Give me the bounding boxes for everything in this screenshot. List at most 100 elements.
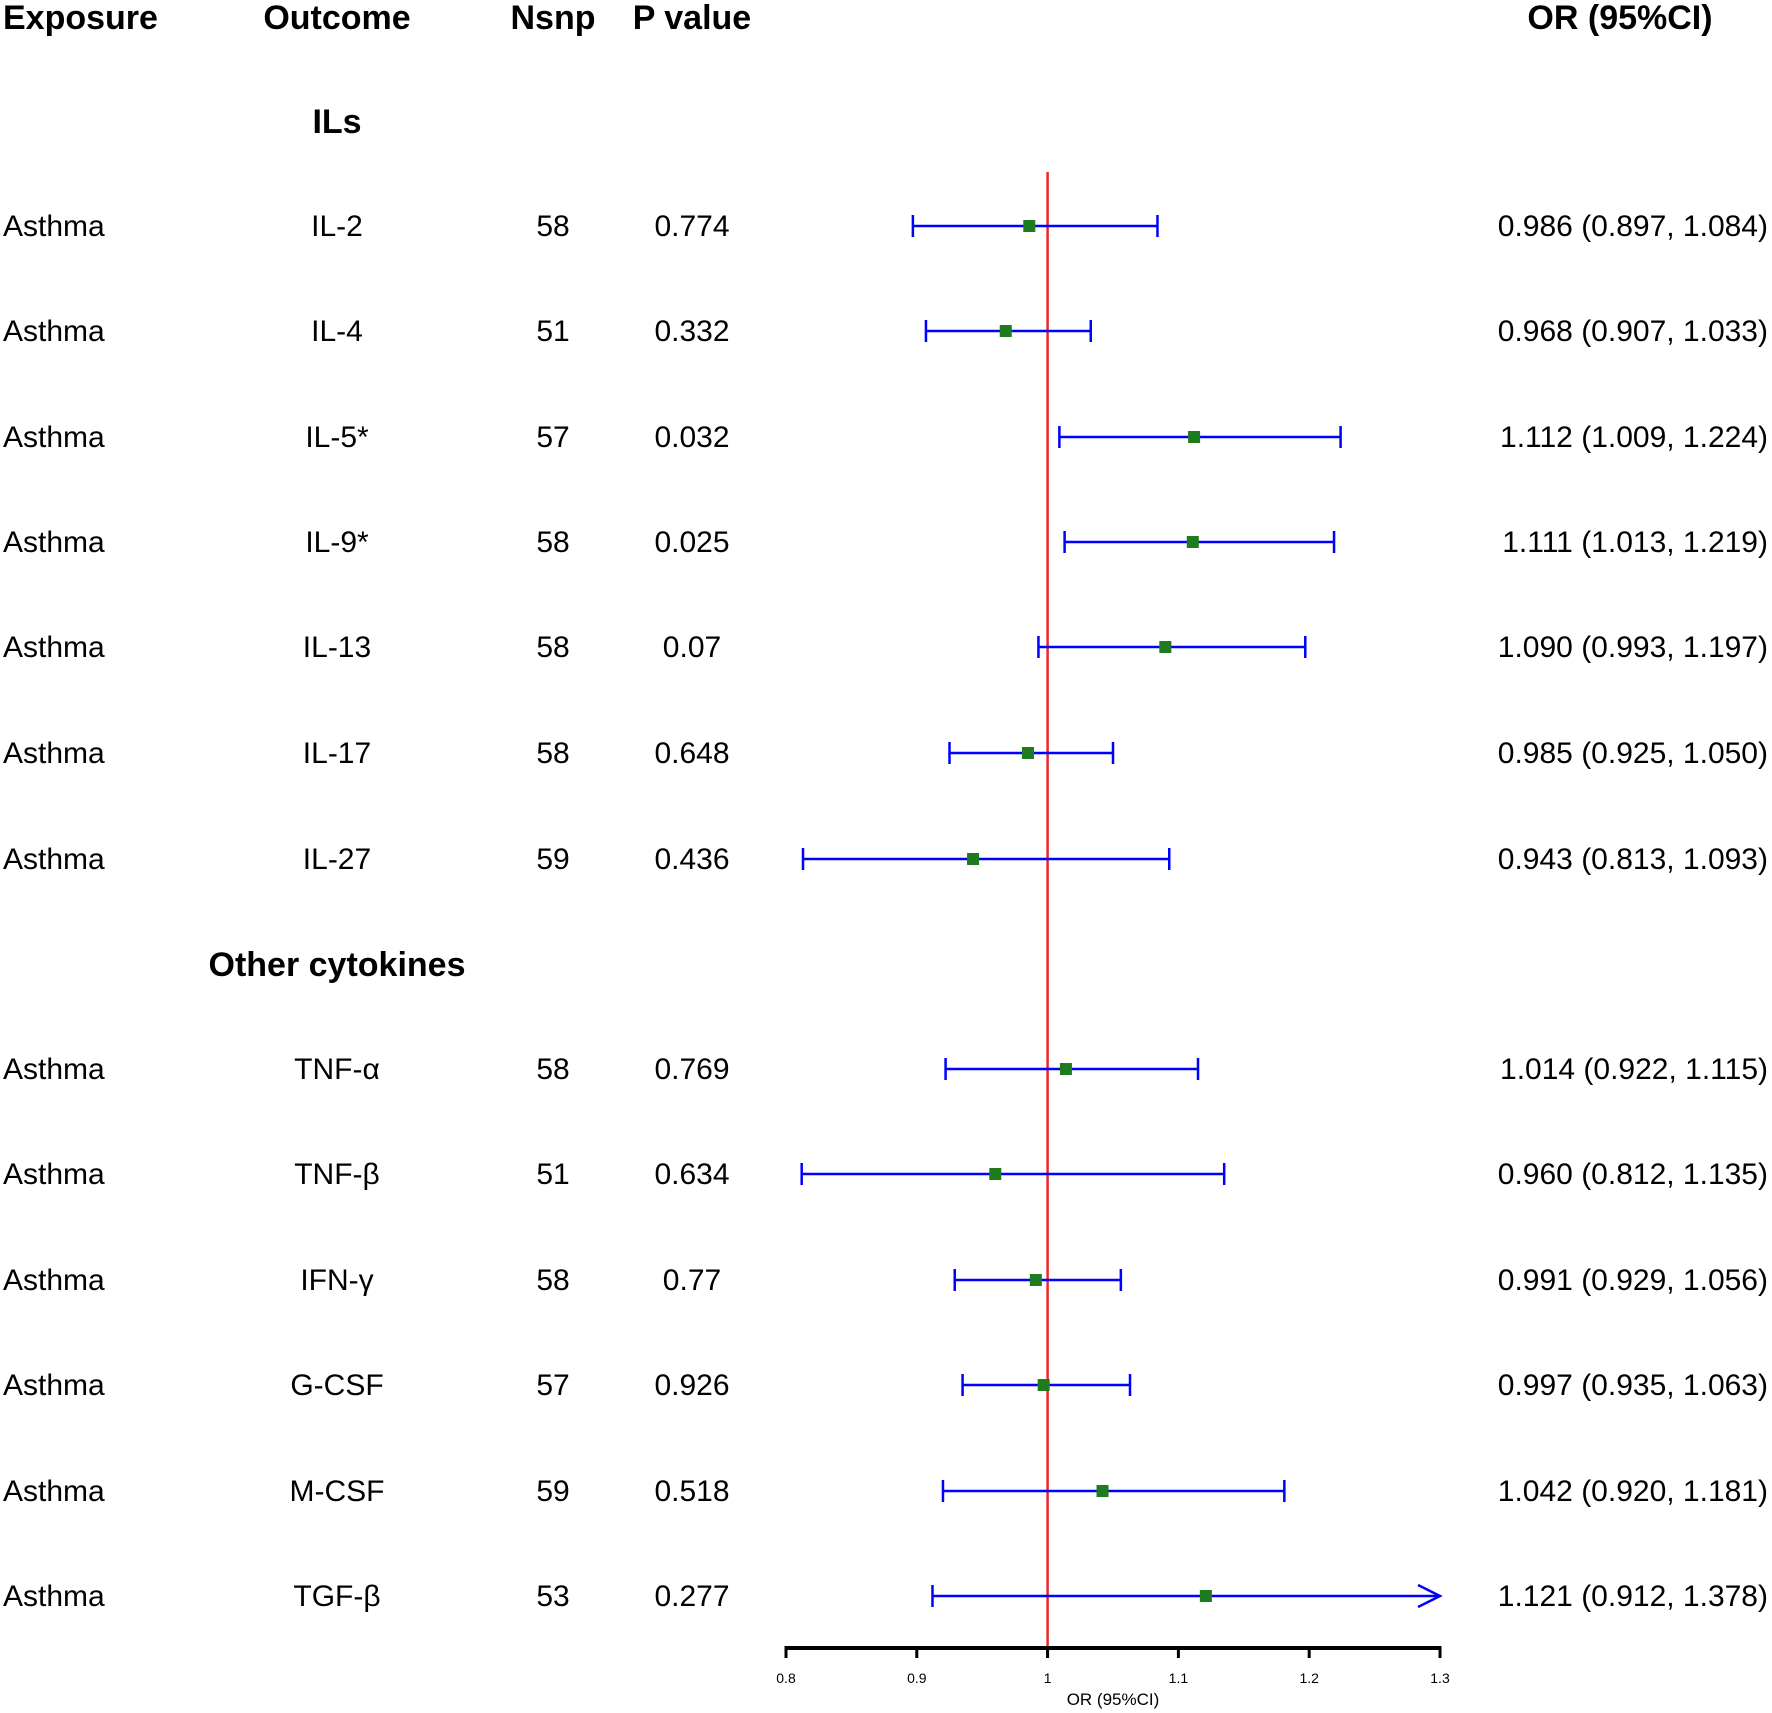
point-estimate [1021,747,1034,759]
pvalue-cell: 0.769 [654,1053,729,1086]
pvalue-cell: 0.277 [654,1580,729,1613]
exposure-cell: Asthma [3,737,105,770]
header-or: OR (95%CI) [1527,0,1712,37]
exposure-cell: Asthma [3,1475,105,1508]
or-ci-cell: 1.111 (1.013, 1.219) [1502,526,1768,559]
or-ci-cell: 0.985 (0.925, 1.050) [1498,737,1768,770]
point-estimate [1096,1485,1109,1497]
table-row: Asthma IFN-γ 58 0.77 0.991 (0.929, 1.056) [3,1264,1768,1297]
nsnp-cell: 59 [536,1475,569,1508]
x-tick-label: 0.8 [776,1670,796,1686]
exposure-cell: Asthma [3,1158,105,1191]
ci-arrow [1417,1583,1443,1609]
table-row: Asthma TNF-β 51 0.634 0.960 (0.812, 1.135) [3,1158,1768,1191]
pvalue-cell: 0.07 [663,631,721,664]
table-row: Asthma IL-17 58 0.648 0.985 (0.925, 1.050) [3,737,1768,770]
exposure-cell: Asthma [3,1053,105,1086]
pvalue-cell: 0.926 [654,1369,729,1402]
table-row: Asthma IL-9* 58 0.025 1.111 (1.013, 1.219) [3,526,1768,559]
x-tick-label: 0.9 [907,1670,927,1686]
x-tick-label: 1.3 [1430,1670,1450,1686]
pvalue-cell: 0.648 [654,737,729,770]
or-ci-cell: 1.014 (0.922, 1.115) [1500,1053,1768,1086]
outcome-cell: IL-27 [303,843,371,876]
nsnp-cell: 51 [536,315,569,348]
pvalue-cell: 0.518 [654,1475,729,1508]
point-estimate [1037,1379,1050,1391]
outcome-cell: IL-4 [311,315,363,348]
point-estimate [967,853,980,865]
table-row: Asthma IL-4 51 0.332 0.968 (0.907, 1.033) [3,315,1768,348]
exposure-cell: Asthma [3,1369,105,1402]
point-estimate [989,1168,1002,1180]
outcome-cell: TGF-β [293,1580,380,1613]
point-estimate [1188,431,1201,443]
nsnp-cell: 51 [536,1158,569,1191]
or-ci-cell: 0.997 (0.935, 1.063) [1498,1369,1768,1402]
or-ci-cell: 1.090 (0.993, 1.197) [1498,631,1768,664]
or-ci-cell: 1.042 (0.920, 1.181) [1498,1475,1768,1508]
nsnp-cell: 58 [536,737,569,770]
pvalue-cell: 0.332 [654,315,729,348]
table-row: Asthma IL-13 58 0.07 1.090 (0.993, 1.197) [3,631,1768,664]
group-label: ILs [312,103,361,141]
outcome-cell: IFN-γ [300,1264,373,1297]
or-ci-cell: 0.991 (0.929, 1.056) [1498,1264,1768,1297]
point-estimate [1199,1590,1212,1602]
x-tick-label: 1 [1044,1670,1052,1686]
pvalue-cell: 0.774 [654,210,729,243]
pvalue-cell: 0.032 [654,421,729,454]
exposure-cell: Asthma [3,1264,105,1297]
header-exposure: Exposure [3,0,158,37]
nsnp-cell: 58 [536,1053,569,1086]
header-outcome: Outcome [263,0,410,37]
outcome-cell: M-CSF [290,1475,385,1508]
pvalue-cell: 0.436 [654,843,729,876]
or-ci-cell: 0.943 (0.813, 1.093) [1498,843,1768,876]
outcome-cell: IL-9* [305,526,369,559]
header-pvalue: P value [633,0,751,37]
outcome-cell: TNF-β [294,1158,380,1191]
exposure-cell: Asthma [3,210,105,243]
pvalue-cell: 0.025 [654,526,729,559]
table-row: Asthma IL-27 59 0.436 0.943 (0.813, 1.093) [3,843,1768,876]
table-row: Asthma IL-2 58 0.774 0.986 (0.897, 1.084) [3,210,1768,243]
x-axis-title: OR (95%CI) [1067,1690,1160,1709]
point-estimate [1029,1274,1042,1286]
point-estimate [999,325,1012,337]
exposure-cell: Asthma [3,843,105,876]
exposure-cell: Asthma [3,421,105,454]
or-ci-cell: 0.968 (0.907, 1.033) [1498,315,1768,348]
or-ci-cell: 0.986 (0.897, 1.084) [1498,210,1768,243]
table-row: Asthma TGF-β 53 0.277 1.121 (0.912, 1.378) [3,1580,1768,1613]
nsnp-cell: 58 [536,1264,569,1297]
point-estimate [1159,641,1172,653]
point-estimate [1186,536,1199,548]
or-ci-cell: 1.112 (1.009, 1.224) [1500,421,1768,454]
table-row: Asthma M-CSF 59 0.518 1.042 (0.920, 1.181) [3,1475,1768,1508]
pvalue-cell: 0.77 [663,1264,721,1297]
exposure-cell: Asthma [3,315,105,348]
or-ci-cell: 0.960 (0.812, 1.135) [1498,1158,1768,1191]
outcome-cell: IL-2 [311,210,363,243]
point-estimate [1023,220,1036,232]
nsnp-cell: 59 [536,843,569,876]
nsnp-cell: 57 [536,421,569,454]
outcome-cell: IL-5* [305,421,369,454]
outcome-cell: TNF-α [294,1053,380,1086]
nsnp-cell: 58 [536,526,569,559]
outcome-cell: IL-13 [303,631,371,664]
x-tick-label: 1.2 [1299,1670,1319,1686]
exposure-cell: Asthma [3,631,105,664]
table-row: Asthma TNF-α 58 0.769 1.014 (0.922, 1.115) [3,1053,1768,1086]
or-ci-cell: 1.121 (0.912, 1.378) [1498,1580,1768,1613]
table-row: Asthma G-CSF 57 0.926 0.997 (0.935, 1.063) [3,1369,1768,1402]
nsnp-cell: 58 [536,210,569,243]
table-row: Asthma IL-5* 57 0.032 1.112 (1.009, 1.224) [3,421,1768,454]
nsnp-cell: 53 [536,1580,569,1613]
outcome-cell: IL-17 [303,737,371,770]
nsnp-cell: 57 [536,1369,569,1402]
pvalue-cell: 0.634 [654,1158,729,1191]
exposure-cell: Asthma [3,526,105,559]
